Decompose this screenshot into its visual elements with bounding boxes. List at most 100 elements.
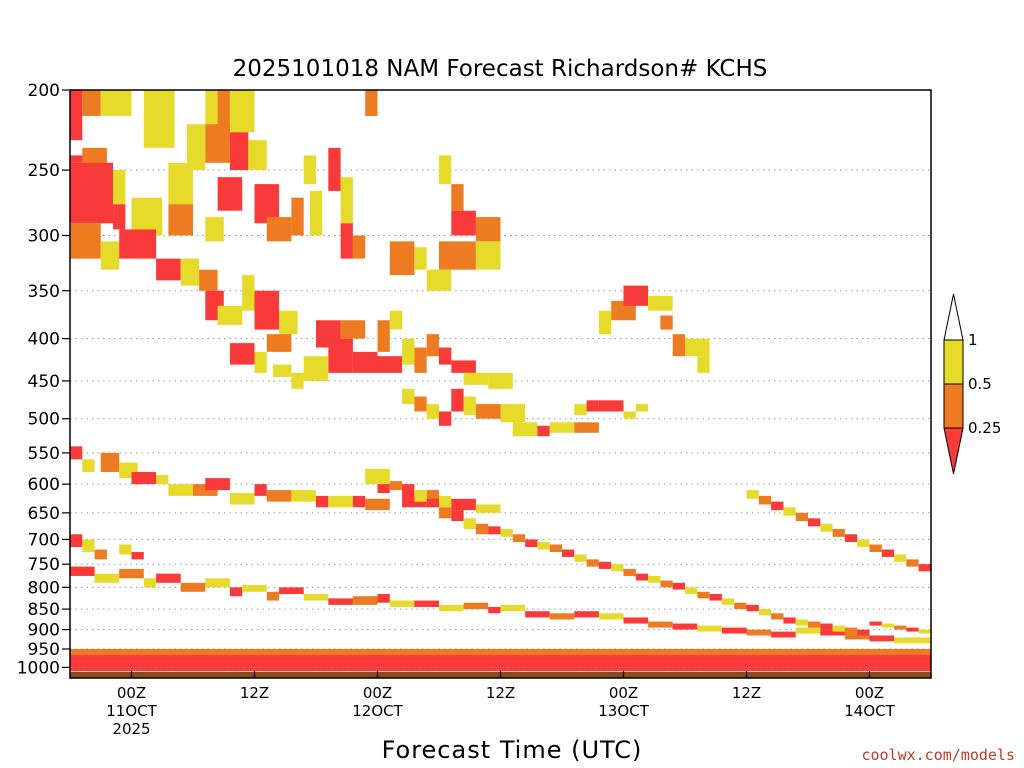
heat-cell [254, 184, 280, 224]
heat-cell [574, 422, 599, 433]
heat-cell [272, 364, 292, 377]
heat-cell [303, 155, 316, 185]
heat-cell [685, 338, 710, 357]
x-axis-label: Forecast Time (UTC) [382, 736, 643, 764]
heat-cell [562, 549, 575, 557]
heat-cell [100, 90, 132, 116]
heat-cell [156, 573, 181, 583]
heat-cell [180, 258, 200, 286]
heat-cell [586, 400, 599, 412]
y-tick-label: 850 [28, 600, 60, 620]
heat-cell [168, 204, 193, 236]
heat-cell [537, 541, 550, 550]
heat-cell [389, 481, 403, 491]
heat-cell [451, 510, 464, 522]
heatmap-cells [70, 90, 931, 671]
heat-cell [352, 351, 378, 373]
x-tick-label: 12Z [732, 684, 761, 702]
heat-cell [451, 184, 464, 211]
y-tick-label: 750 [28, 555, 60, 575]
heat-cell [611, 564, 624, 572]
heat-cell [771, 631, 796, 638]
heat-cell [365, 498, 390, 511]
y-tick-label: 450 [28, 372, 60, 392]
heat-cell [623, 411, 636, 419]
heat-cell [426, 490, 439, 502]
heat-cell [475, 404, 501, 419]
heat-cell [402, 484, 415, 496]
legend-label: 1 [968, 331, 978, 349]
heat-cell [113, 204, 126, 230]
heat-cell [377, 356, 403, 373]
heat-cell [844, 534, 858, 542]
heat-cell [266, 490, 292, 502]
heat-cell [168, 484, 193, 496]
heat-cell [94, 573, 120, 583]
legend-bin-0.5-1 [943, 339, 964, 385]
heat-cell [199, 269, 218, 291]
heat-cell [316, 495, 329, 508]
heat-cell [512, 422, 538, 437]
heat-cell [389, 310, 403, 330]
heat-cell [377, 594, 390, 603]
heat-cell [254, 484, 267, 496]
heat-cell [721, 627, 747, 634]
heat-cell [598, 613, 624, 620]
x-tick-label: 13OCT [598, 702, 649, 720]
heat-cell [869, 544, 882, 553]
heat-cell [340, 223, 353, 259]
heat-cell [100, 452, 120, 472]
heat-cell [229, 492, 255, 505]
heat-cell [70, 162, 114, 224]
heat-cell [672, 334, 685, 357]
heat-cell [697, 356, 710, 373]
heat-cell [389, 600, 415, 607]
heat-cell [402, 338, 415, 365]
heat-cell [475, 217, 501, 242]
heat-cell [439, 347, 452, 365]
y-tick-label: 1000 [17, 658, 60, 678]
x-tick-label: 2025 [112, 720, 150, 738]
heat-cell [451, 360, 476, 373]
heat-cell [426, 404, 439, 419]
heat-cell [439, 411, 452, 426]
x-tick-label: 00Z [117, 684, 146, 702]
heat-cell [734, 602, 747, 610]
heat-cell [156, 475, 169, 485]
heat-cell [205, 478, 230, 491]
heat-cell [721, 598, 735, 605]
heat-cell [119, 544, 132, 555]
heat-cell [70, 648, 931, 655]
heat-cell [217, 177, 243, 211]
heat-cell [463, 396, 476, 416]
x-tick-label: 12OCT [352, 702, 403, 720]
heat-cell [820, 629, 845, 636]
heat-cell [598, 310, 612, 335]
heat-cell [352, 495, 366, 508]
heat-cell [451, 388, 464, 412]
heat-cell [635, 573, 649, 581]
heat-cell [697, 625, 722, 632]
heat-cell [266, 591, 280, 601]
heat-cell [131, 197, 163, 236]
heat-cell [426, 498, 439, 508]
heat-cell [266, 334, 292, 352]
heat-cell [82, 459, 95, 472]
legend-top-triangle [943, 293, 964, 341]
y-tick-label: 600 [28, 475, 60, 495]
legend-bottom-triangle [943, 427, 964, 475]
legend-label: 0.25 [968, 419, 1001, 437]
heat-cell [463, 518, 476, 530]
heat-cell [205, 578, 230, 588]
heat-cell [94, 549, 107, 560]
heat-cell [463, 372, 489, 385]
heat-cell [248, 140, 267, 171]
heat-cell [672, 623, 698, 630]
heat-cell [697, 591, 710, 599]
heat-cell [475, 523, 489, 535]
heat-cell [229, 343, 255, 365]
y-tick-label: 550 [28, 444, 60, 464]
heat-cell [70, 534, 83, 548]
heat-cell [795, 512, 808, 522]
heat-cell [70, 446, 83, 460]
